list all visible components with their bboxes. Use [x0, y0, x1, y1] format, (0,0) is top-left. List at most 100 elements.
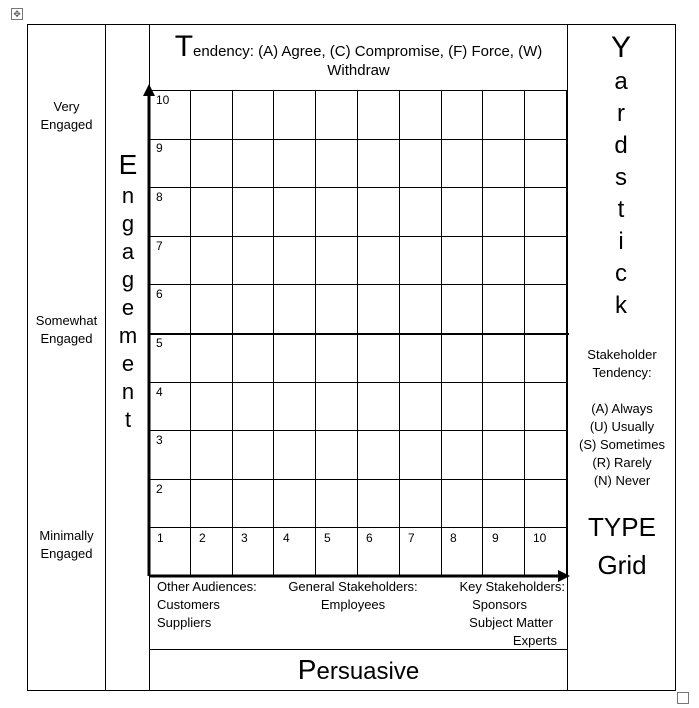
- grid-cell: [441, 479, 484, 529]
- grid-cell: [358, 334, 400, 383]
- grid-cell: [525, 139, 567, 189]
- table-move-handle[interactable]: ✥: [11, 8, 23, 20]
- grid-cell: [525, 188, 567, 237]
- grid-cell: [358, 139, 400, 189]
- grid-cell: [358, 382, 400, 432]
- persuasive-label: Persuasive: [297, 654, 420, 685]
- grid-cell: [525, 479, 567, 529]
- y-tick-4: 4: [156, 385, 163, 399]
- grid-cell: [232, 139, 275, 189]
- grid-cell: [232, 479, 275, 529]
- grid-cell: [525, 236, 567, 286]
- grid-cell: [149, 188, 191, 237]
- x-tick-9: 9: [492, 531, 499, 545]
- x-tick-5: 5: [324, 531, 331, 545]
- stakeholder-tendency-legend: Stakeholder Tendency: (A) Always (U) Usu…: [579, 347, 665, 488]
- grid-cell: [525, 382, 567, 432]
- type-grid-label: TYPE Grid: [588, 512, 656, 580]
- grid-cell: [525, 91, 567, 140]
- grid-cell: [274, 479, 317, 529]
- grid-cell: [190, 479, 233, 529]
- grid-cell: [149, 334, 191, 383]
- grid-cell: [149, 139, 191, 189]
- grid-cell: [358, 431, 400, 480]
- grid-cell: [232, 188, 275, 237]
- grid-cell: [149, 431, 191, 480]
- x-tick-3: 3: [241, 531, 248, 545]
- grid-cell: [441, 431, 484, 480]
- x-tick-4: 4: [283, 531, 290, 545]
- axis-arrows: [143, 84, 570, 582]
- grid-cell: [399, 479, 442, 529]
- x-tick-2: 2: [199, 531, 206, 545]
- x-tick-10: 10: [533, 531, 547, 545]
- tendency-title: Tendency: (A) Agree, (C) Compromise, (F)…: [174, 30, 543, 79]
- y-tick-6: 6: [156, 287, 163, 301]
- grid-cell: [483, 382, 526, 432]
- y-tick-2: 2: [156, 482, 163, 496]
- label-very-engaged: Very Engaged: [40, 99, 93, 132]
- x-tick-1: 1: [157, 531, 164, 545]
- grid-cell: [149, 382, 191, 432]
- grid-cell: [358, 236, 400, 286]
- grid-cell: [232, 334, 275, 383]
- grid-cell: [483, 431, 526, 480]
- grid-cell: [483, 139, 526, 189]
- grid-cell: [399, 91, 442, 140]
- grid-cell: [190, 91, 233, 140]
- grid-cell: [441, 334, 484, 383]
- grid-cell: [525, 334, 567, 383]
- grid-cell: [274, 139, 317, 189]
- label-somewhat-engaged: Somewhat Engaged: [35, 313, 98, 346]
- grid-cell: [358, 188, 400, 237]
- grid-cell: [483, 479, 526, 529]
- x-tick-6: 6: [366, 531, 373, 545]
- audience-general: General Stakeholders: Employees: [288, 579, 418, 612]
- grid-cell: [441, 382, 484, 432]
- y-tick-9: 9: [156, 141, 163, 155]
- grid-cell: [232, 382, 275, 432]
- grid-cell: [399, 236, 442, 286]
- grid-cell: [232, 91, 275, 140]
- grid-cell: [149, 91, 191, 140]
- grid-cell: [441, 91, 484, 140]
- y-tick-7: 7: [156, 239, 163, 253]
- grid-cell: [190, 236, 233, 286]
- grid-cell: [232, 236, 275, 286]
- grid-cell: [399, 188, 442, 237]
- column-divider: [567, 24, 568, 691]
- grid-cell: [358, 479, 400, 529]
- column-divider: [105, 24, 106, 691]
- y-tick-3: 3: [156, 433, 163, 447]
- row-divider: [149, 649, 567, 650]
- grid-cell: [190, 188, 233, 237]
- grid-cell: [274, 334, 317, 383]
- grid-cell: [399, 334, 442, 383]
- grid-midline: [149, 333, 569, 335]
- grid-cell: [441, 236, 484, 286]
- table-resize-handle[interactable]: [677, 692, 689, 704]
- grid-cell: [274, 188, 317, 237]
- grid-cell: [190, 139, 233, 189]
- grid-cell: [483, 236, 526, 286]
- type-grid-table: [27, 24, 676, 691]
- y-tick-5: 5: [156, 336, 163, 350]
- engagement-axis-title: E n g a g e m e n t: [118, 149, 138, 432]
- grid-cell: [274, 236, 317, 286]
- grid-cell: [274, 431, 317, 480]
- grid-cell: [483, 91, 526, 140]
- grid-cell: [232, 431, 275, 480]
- grid-cell: [358, 91, 400, 140]
- grid-cell: [190, 382, 233, 432]
- x-tick-7: 7: [408, 531, 415, 545]
- y-tick-8: 8: [156, 190, 163, 204]
- grid-cell: [274, 91, 317, 140]
- audience-key: Key Stakeholders: Sponsors Subject Matte…: [459, 579, 565, 648]
- grid-cell: [525, 431, 567, 480]
- grid-cell: [441, 188, 484, 237]
- grid-cell: [149, 236, 191, 286]
- grid-cell: [399, 382, 442, 432]
- audience-other: Other Audiences: Customers Suppliers: [157, 579, 257, 630]
- label-minimally-engaged: Minimally Engaged: [39, 528, 94, 561]
- y-tick-10: 10: [156, 93, 170, 107]
